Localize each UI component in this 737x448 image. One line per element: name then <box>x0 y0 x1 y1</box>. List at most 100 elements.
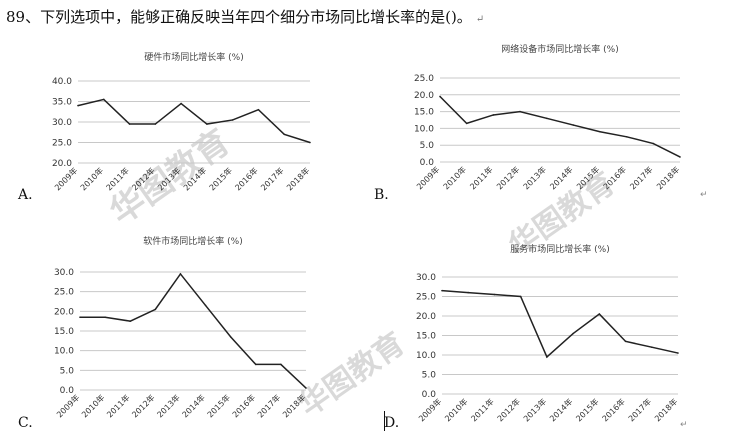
y-tick-label: 20.0 <box>54 307 74 317</box>
data-point <box>128 123 131 125</box>
data-point <box>154 308 157 311</box>
data-point <box>309 141 311 144</box>
chart-a: 硬件市场同比增长率 (%) 20.0 25.0 30.0 35.0 40.0 2009年 20… <box>40 48 320 202</box>
data-point <box>179 273 182 275</box>
y-tick-label: 0.0 <box>420 158 435 168</box>
y-tick-label: 35.0 <box>52 98 72 108</box>
data-point <box>441 289 443 292</box>
x-tick-label: 2014年 <box>180 392 207 419</box>
x-tick-label: 2014年 <box>548 164 575 191</box>
data-point <box>305 387 307 389</box>
y-tick-label: 20.0 <box>414 91 434 101</box>
y-tick-label: 5.0 <box>422 371 437 381</box>
y-tick-label: 0.0 <box>422 390 437 400</box>
x-tick-label: 2013年 <box>155 165 182 192</box>
option-b-label[interactable]: B. <box>374 187 389 203</box>
data-point <box>439 95 441 98</box>
y-tick-label: 10.0 <box>54 347 74 357</box>
y-tick-label: 25.0 <box>54 288 74 298</box>
data-point <box>650 346 653 348</box>
y-tick-label: 15.0 <box>54 327 74 337</box>
data-point <box>79 316 81 319</box>
question-stem: 89、下列选项中，能够正确反映当年四个细分市场同比增长率的是()。 <box>6 8 472 26</box>
chart-d-svg: 服务市场同比增长率 (%) 0.0 5.0 10.0 15.0 20.0 25.0 30.0 2… <box>416 243 679 423</box>
data-point <box>572 332 574 335</box>
data-point <box>257 108 260 111</box>
question-text: 89、下列选项中，能够正确反映当年四个细分市场同比增长率的是()。 ↵ <box>6 6 484 27</box>
x-tick-label: 2012年 <box>495 396 522 423</box>
x-tick-label: 2010年 <box>441 164 468 191</box>
series-line <box>80 272 307 389</box>
data-point <box>652 142 655 145</box>
x-tick-label: 2017年 <box>259 165 286 192</box>
x-tick-label: 2017年 <box>255 392 282 419</box>
x-tick-label: 2016年 <box>600 396 627 423</box>
x-tick-label: 2015年 <box>205 392 232 419</box>
option-c-label[interactable]: C. <box>18 415 33 431</box>
data-point <box>465 122 468 125</box>
data-point <box>204 304 207 307</box>
data-point <box>625 136 628 138</box>
x-tick-label: 2018年 <box>280 392 307 419</box>
y-tick-label: 15.0 <box>414 108 434 118</box>
x-tick-label: 2013年 <box>155 392 182 419</box>
x-tick-label: 2017年 <box>628 164 655 191</box>
data-point <box>206 123 208 125</box>
data-point <box>546 356 548 358</box>
x-tick-label: 2018年 <box>284 165 311 192</box>
x-tick-label: 2012年 <box>130 392 157 419</box>
chart-b: 网络设备市场同比增长率 (%) 0.0 5.0 10.0 15.0 20.0 25.0 200… <box>400 40 690 204</box>
data-point <box>624 340 627 343</box>
x-tick-label: 2011年 <box>105 392 132 419</box>
data-point <box>229 336 232 338</box>
data-point <box>519 110 521 113</box>
data-point <box>598 313 601 315</box>
chart-title: 服务市场同比增长率 (%) <box>510 243 609 255</box>
y-tick-label: 15.0 <box>416 332 436 342</box>
x-tick-label: 2009年 <box>414 164 441 191</box>
data-point <box>154 123 157 125</box>
x-tick-label: 2015年 <box>574 396 601 423</box>
x-tick-label: 2010年 <box>79 392 106 419</box>
x-tick-label: 2011年 <box>469 396 496 423</box>
chart-title: 硬件市场同比增长率 (%) <box>144 51 243 63</box>
data-point <box>492 114 495 116</box>
data-point <box>283 133 286 136</box>
y-tick-label: 30.0 <box>416 273 436 283</box>
x-tick-label: 2013年 <box>521 164 548 191</box>
y-tick-label: 5.0 <box>60 366 75 376</box>
x-tick-label: 2010年 <box>443 396 470 423</box>
y-tick-label: 10.0 <box>414 124 434 134</box>
series-line <box>439 95 681 158</box>
chart-d: 服务市场同比增长率 (%) 0.0 5.0 10.0 15.0 20.0 25.0 30.0 2… <box>400 240 690 429</box>
data-point <box>679 156 681 158</box>
chart-title: 软件市场同比增长率 (%) <box>143 235 242 247</box>
y-tick-label: 25.0 <box>52 139 72 149</box>
x-tick-label: 2013年 <box>521 396 548 423</box>
chart-title: 网络设备市场同比增长率 (%) <box>501 43 618 55</box>
return-mark-icon: ↵ <box>475 14 485 25</box>
y-tick-label: 0.0 <box>60 386 75 396</box>
chart-c-svg: 软件市场同比增长率 (%) 0.0 5.0 10.0 15.0 20.0 25.0 30.0 2… <box>54 235 307 419</box>
option-d-label[interactable]: D. <box>384 415 400 431</box>
data-point <box>545 117 548 120</box>
x-tick-label: 2018年 <box>652 396 679 423</box>
data-point <box>129 320 132 322</box>
x-tick-label: 2009年 <box>52 165 79 192</box>
y-tick-label: 20.0 <box>416 312 436 322</box>
data-point <box>599 130 601 133</box>
y-tick-label: 5.0 <box>420 141 435 151</box>
y-tick-label: 20.0 <box>52 159 72 169</box>
series-line <box>441 289 679 359</box>
x-tick-label: 2015年 <box>574 164 601 191</box>
y-tick-label: 30.0 <box>52 118 72 128</box>
x-tick-label: 2012年 <box>130 165 157 192</box>
option-a-label[interactable]: A. <box>18 187 33 203</box>
x-tick-label: 2017年 <box>626 396 653 423</box>
data-point <box>231 119 234 121</box>
x-tick-label: 2011年 <box>104 165 131 192</box>
data-point <box>493 293 496 296</box>
chart-b-svg: 网络设备市场同比增长率 (%) 0.0 5.0 10.0 15.0 20.0 25.0 200… <box>414 43 681 191</box>
x-tick-label: 2016年 <box>233 165 260 192</box>
